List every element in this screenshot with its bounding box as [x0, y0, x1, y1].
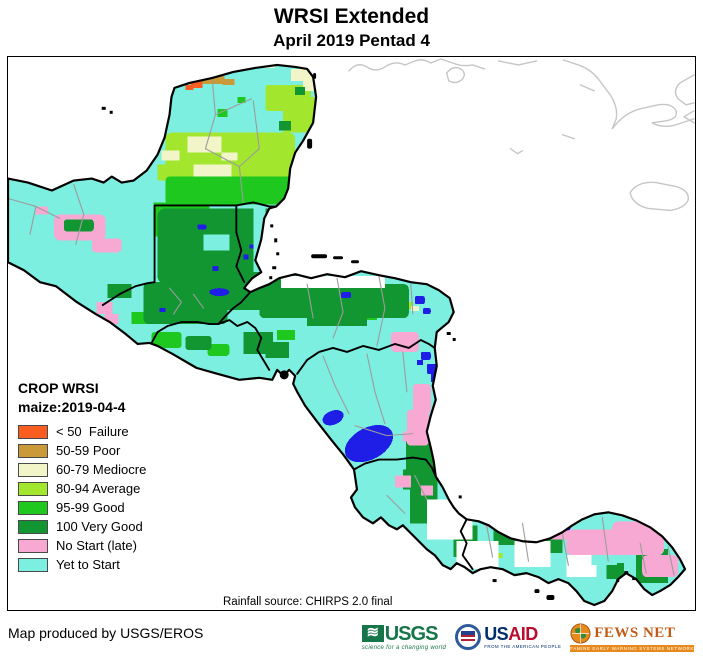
- legend-item: Yet to Start: [18, 557, 188, 572]
- fewsnet-tagline: FAMINE EARLY WARNING SYSTEMS NETWORK: [570, 644, 694, 652]
- small-islands: [101, 72, 636, 601]
- legend-label: 100 Very Good: [56, 519, 143, 534]
- fewsnet-logo-row: FEWS NET: [570, 622, 694, 644]
- legend-title: CROP WRSI: [18, 380, 99, 396]
- legend-label: < 50 Failure: [56, 424, 129, 439]
- legend-item: 100 Very Good: [18, 519, 188, 534]
- legend-label: Yet to Start: [56, 557, 120, 572]
- legend-swatch: [18, 462, 48, 477]
- legend-label: 95-99 Good: [56, 500, 125, 515]
- usaid-aid-text: AID: [508, 623, 538, 644]
- legend-label: 80-94 Average: [56, 481, 141, 496]
- caribbean-island-outlines: [348, 58, 695, 212]
- usaid-logo: USAID FROM THE AMERICAN PEOPLE: [455, 624, 561, 650]
- legend-label: 60-79 Mediocre: [56, 462, 147, 477]
- usaid-tagline: FROM THE AMERICAN PEOPLE: [484, 643, 562, 649]
- usgs-tagline: science for a changing world: [361, 644, 447, 651]
- legend-swatch: [18, 500, 48, 515]
- usgs-logo-text: USGS: [384, 622, 439, 645]
- logo-row: ≋ USGS science for a changing world USAI…: [361, 619, 694, 655]
- map-canvas: [8, 58, 695, 607]
- usaid-logo-text-block: USAID FROM THE AMERICAN PEOPLE: [484, 623, 562, 649]
- fewsnet-globe-icon: [570, 622, 591, 644]
- map-credit: Map produced by USGS/EROS: [8, 625, 204, 641]
- rainfall-source-note: Rainfall source: CHIRPS 2.0 final: [223, 596, 393, 608]
- legend-item: < 50 Failure: [18, 424, 188, 439]
- legend-items: < 50 Failure 50-59 Poor 60-79 Mediocre 8…: [18, 424, 188, 572]
- legend-swatch: [18, 538, 48, 553]
- legend-swatch: [18, 481, 48, 496]
- legend-item: 80-94 Average: [18, 481, 188, 496]
- usgs-wave-icon: ≋: [361, 625, 384, 642]
- header: WRSI Extended April 2019 Pentad 4: [0, 4, 703, 52]
- page-title: WRSI Extended: [273, 5, 430, 28]
- legend-item: 50-59 Poor: [18, 443, 188, 458]
- legend-swatch: [18, 519, 48, 534]
- map-legend: CROP WRSI maize:2019-04-4 < 50 Failure 5…: [18, 379, 188, 576]
- usaid-us-text: US: [484, 623, 509, 644]
- gulf-of-fonseca: [279, 370, 289, 380]
- legend-swatch: [18, 424, 48, 439]
- legend-swatch: [18, 443, 48, 458]
- legend-subtitle: maize:2019-04-4: [18, 399, 126, 415]
- usgs-logo-row: ≋ USGS: [361, 622, 439, 645]
- fewsnet-logo: FEWS NET FAMINE EARLY WARNING SYSTEMS NE…: [570, 622, 694, 652]
- legend-label: 50-59 Poor: [56, 443, 121, 458]
- usaid-logo-text: USAID: [484, 623, 561, 644]
- usaid-flag-icon: [461, 631, 476, 643]
- usaid-seal-icon: [455, 624, 482, 650]
- legend-item: 95-99 Good: [18, 500, 188, 515]
- legend-label: No Start (late): [56, 538, 137, 553]
- legend-item: 60-79 Mediocre: [18, 462, 188, 477]
- fewsnet-logo-text: FEWS NET: [594, 624, 676, 641]
- usgs-logo: ≋ USGS science for a changing world: [361, 622, 447, 651]
- map-frame: CROP WRSI maize:2019-04-4 < 50 Failure 5…: [7, 56, 696, 611]
- legend-item: No Start (late): [18, 538, 188, 553]
- page-subtitle: April 2019 Pentad 4: [273, 31, 430, 50]
- legend-swatch: [18, 557, 48, 572]
